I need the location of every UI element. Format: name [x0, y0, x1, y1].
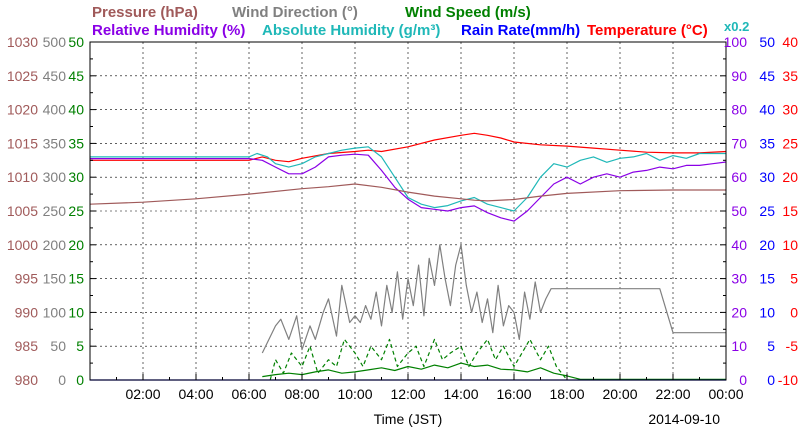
- y-tick-label-wind_direction: 300: [43, 169, 67, 185]
- y-tick-label-rain_rate: 45: [759, 68, 775, 84]
- y-tick-label-wind_speed: 40: [68, 102, 84, 118]
- series-line-temperature-c: [90, 132, 727, 163]
- series-line-wind-speed-max-m-s: [269, 338, 568, 381]
- y-tick-label-rain_rate: 40: [759, 102, 775, 118]
- y-tick-label-temperature: 35: [782, 68, 798, 84]
- y-tick-label-rain_rate: 30: [759, 169, 775, 185]
- legend-relative-humidity: Relative Humidity (%): [92, 22, 245, 39]
- x-axis-label: Time (JST): [374, 411, 443, 427]
- legend-wind-speed: Wind Speed (m/s): [405, 4, 531, 21]
- y-tick-label-humidity: 80: [731, 102, 747, 118]
- y-tick-label-rain_rate: 10: [759, 304, 775, 320]
- legend-wind-direction: Wind Direction (°): [232, 4, 358, 21]
- y-tick-label-wind_speed: 0: [76, 372, 84, 388]
- y-tick-label-pressure: 980: [15, 372, 39, 388]
- series-line-absolute-humidity-g-m: [90, 146, 726, 212]
- y-tick-label-humidity: 70: [731, 135, 747, 151]
- y-tick-label-pressure: 1030: [7, 34, 38, 50]
- y-tick-label-wind_speed: 30: [68, 169, 84, 185]
- y-tick-label-humidity: 0: [739, 372, 747, 388]
- y-tick-label-rain_rate: 25: [759, 203, 775, 219]
- y-tick-label-temperature: 0: [790, 304, 798, 320]
- y-tick-label-wind_direction: 150: [43, 271, 67, 287]
- y-tick-label-humidity: 20: [731, 304, 747, 320]
- series-line-relative-humidity: [90, 153, 727, 222]
- x-tick-label: 16:00: [496, 386, 531, 402]
- y-tick-label-temperature: 20: [782, 169, 798, 185]
- y-tick-label-humidity: 60: [731, 169, 747, 185]
- y-tick-label-rain_rate: 0: [767, 372, 775, 388]
- y-tick-label-pressure: 990: [15, 304, 39, 320]
- x-tick-label: 04:00: [178, 386, 213, 402]
- x-tick-label: 10:00: [337, 386, 372, 402]
- grid: [90, 42, 726, 380]
- y-tick-label-wind_speed: 15: [68, 271, 84, 287]
- y-tick-label-rain_rate: 50: [759, 34, 775, 50]
- y-tick-label-wind_speed: 45: [68, 68, 84, 84]
- y-tick-label-rain_rate: 35: [759, 135, 775, 151]
- x-tick-label: 08:00: [284, 386, 319, 402]
- x-tick-label: 00:00: [708, 386, 743, 402]
- y-tick-label-wind_direction: 200: [43, 237, 67, 253]
- y-tick-label-pressure: 1020: [7, 102, 38, 118]
- y-tick-label-temperature: 40: [782, 34, 798, 50]
- legend-rain-rate: Rain Rate(mm/h): [461, 22, 580, 39]
- y-tick-label-pressure: 995: [15, 271, 39, 287]
- y-tick-label-wind_speed: 20: [68, 237, 84, 253]
- chart-date: 2014-09-10: [648, 411, 720, 427]
- y-tick-label-wind_speed: 50: [68, 34, 84, 50]
- x-tick-label: 22:00: [655, 386, 690, 402]
- x-tick-label: 20:00: [602, 386, 637, 402]
- y-tick-label-pressure: 1005: [7, 203, 38, 219]
- series-line-wind-direction: [261, 244, 726, 354]
- series-line-wind-speed-m-s: [262, 362, 726, 380]
- y-tick-label-temperature: -10: [778, 372, 798, 388]
- y-tick-label-rain_rate: 15: [759, 271, 775, 287]
- y-tick-label-wind_speed: 35: [68, 135, 84, 151]
- legend-temperature: Temperature (°C): [587, 22, 708, 39]
- y-tick-label-pressure: 1000: [7, 237, 38, 253]
- y-tick-label-wind_speed: 5: [76, 338, 84, 354]
- x-tick-label: 18:00: [549, 386, 584, 402]
- y-tick-label-pressure: 985: [15, 338, 39, 354]
- y-tick-label-temperature: 5: [790, 271, 798, 287]
- y-tick-label-humidity: 10: [731, 338, 747, 354]
- y-tick-label-pressure: 1025: [7, 68, 38, 84]
- y-tick-label-wind_speed: 25: [68, 203, 84, 219]
- y-tick-label-wind_direction: 400: [43, 102, 67, 118]
- legend-pressure: Pressure (hPa): [92, 4, 198, 21]
- y-tick-label-humidity: 90: [731, 68, 747, 84]
- y-tick-label-rain_rate: 5: [767, 338, 775, 354]
- axes: 1030102510201015101010051000995990985980…: [7, 34, 798, 402]
- y-tick-label-humidity: 40: [731, 237, 747, 253]
- legend-factor: x0.2: [724, 19, 749, 34]
- y-tick-label-wind_direction: 500: [43, 34, 67, 50]
- series-line-pressure-hpa: [89, 183, 726, 205]
- y-tick-label-temperature: -5: [786, 338, 799, 354]
- y-tick-label-wind_direction: 250: [43, 203, 67, 219]
- x-tick-label: 06:00: [231, 386, 266, 402]
- x-tick-label: 12:00: [390, 386, 425, 402]
- y-tick-label-humidity: 100: [724, 34, 748, 50]
- y-tick-label-wind_direction: 0: [58, 372, 66, 388]
- legend-absolute-humidity: Absolute Humidity (g/m³): [262, 22, 440, 39]
- y-tick-label-pressure: 1010: [7, 169, 38, 185]
- y-tick-label-rain_rate: 20: [759, 237, 775, 253]
- y-tick-label-wind_direction: 50: [50, 338, 66, 354]
- y-tick-label-humidity: 30: [731, 271, 747, 287]
- x-tick-label: 02:00: [125, 386, 160, 402]
- y-tick-label-humidity: 50: [731, 203, 747, 219]
- y-tick-label-wind_direction: 450: [43, 68, 67, 84]
- y-tick-label-temperature: 10: [782, 237, 798, 253]
- y-tick-label-pressure: 1015: [7, 135, 38, 151]
- x-tick-label: 14:00: [443, 386, 478, 402]
- y-tick-label-wind_direction: 350: [43, 135, 67, 151]
- y-tick-label-temperature: 30: [782, 102, 798, 118]
- y-tick-label-temperature: 25: [782, 135, 798, 151]
- y-tick-label-wind_speed: 10: [68, 304, 84, 320]
- y-tick-label-wind_direction: 100: [43, 304, 67, 320]
- y-tick-label-temperature: 15: [782, 203, 798, 219]
